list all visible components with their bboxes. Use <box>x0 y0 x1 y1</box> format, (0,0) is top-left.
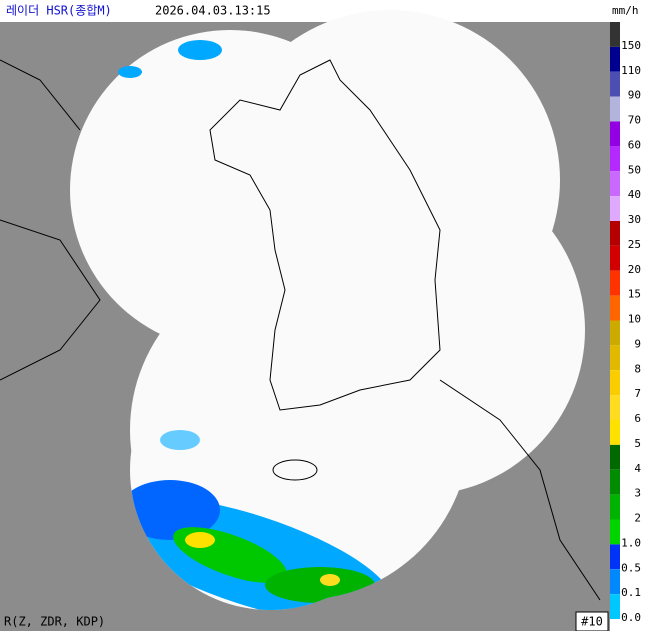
legend-swatch <box>610 46 620 72</box>
legend-unit: mm/h <box>612 4 639 17</box>
legend-label: 60 <box>628 138 641 151</box>
legend-label: 6 <box>634 412 641 425</box>
legend-swatch <box>610 345 620 371</box>
legend-label: 5 <box>634 437 641 450</box>
legend-swatch <box>610 420 620 445</box>
legend-swatch <box>610 71 620 97</box>
legend-label: 30 <box>628 213 641 226</box>
legend-swatch <box>610 544 620 570</box>
legend-label: 20 <box>628 263 641 276</box>
legend-swatch <box>610 469 620 495</box>
legend-label: 25 <box>628 238 641 251</box>
legend-label: 0.5 <box>621 561 641 574</box>
legend-swatch <box>610 196 620 221</box>
legend-label: 0.1 <box>621 586 641 599</box>
legend-swatch <box>610 444 620 470</box>
legend-label: 150 <box>621 39 641 52</box>
legend-label: 9 <box>634 337 641 350</box>
legend-swatch <box>610 320 620 346</box>
legend-label: 15 <box>628 288 641 301</box>
legend-label: 7 <box>634 387 641 400</box>
legend-swatch <box>610 494 620 520</box>
legend-swatch <box>610 245 620 271</box>
legend-label: 3 <box>634 487 641 500</box>
legend-label: 70 <box>628 114 641 127</box>
legend-label: 8 <box>634 362 641 375</box>
legend-swatch <box>610 146 620 172</box>
legend-swatch <box>610 519 620 545</box>
legend-swatch <box>610 370 620 396</box>
legend-label: 10 <box>628 313 641 326</box>
title: 레이더 HSR(종합M) <box>6 4 112 18</box>
legend-swatch <box>610 594 620 619</box>
site-id: #10 <box>581 615 603 629</box>
legend-swatch <box>610 121 620 147</box>
legend-swatch <box>610 22 620 47</box>
legend-label: 1.0 <box>621 536 641 549</box>
precipitation-north <box>118 40 222 78</box>
legend-label: 40 <box>628 188 641 201</box>
legend-swatch <box>610 395 620 420</box>
coastline <box>0 59 601 601</box>
legend-swatch <box>610 171 620 197</box>
legend-label: 90 <box>628 89 641 102</box>
legend-swatch <box>610 295 620 321</box>
legend-swatch <box>610 270 620 296</box>
legend-label: 0.0 <box>621 611 641 624</box>
legend: 150 110 90 70 60 50 40 30 25 20 15 10 9 8 7 6 5 4 3 2 1.0 0.5… <box>610 22 641 624</box>
legend-label: 2 <box>634 512 641 525</box>
legend-swatch <box>610 221 620 246</box>
legend-label: 4 <box>634 462 641 475</box>
legend-swatch <box>610 96 620 122</box>
legend-label: 110 <box>621 64 641 77</box>
method-label: R(Z, ZDR, KDP) <box>4 615 105 629</box>
legend-swatch <box>610 569 620 595</box>
timestamp: 2026.04.03.13:15 <box>155 4 271 18</box>
legend-label: 50 <box>628 163 641 176</box>
precipitation <box>106 430 394 610</box>
